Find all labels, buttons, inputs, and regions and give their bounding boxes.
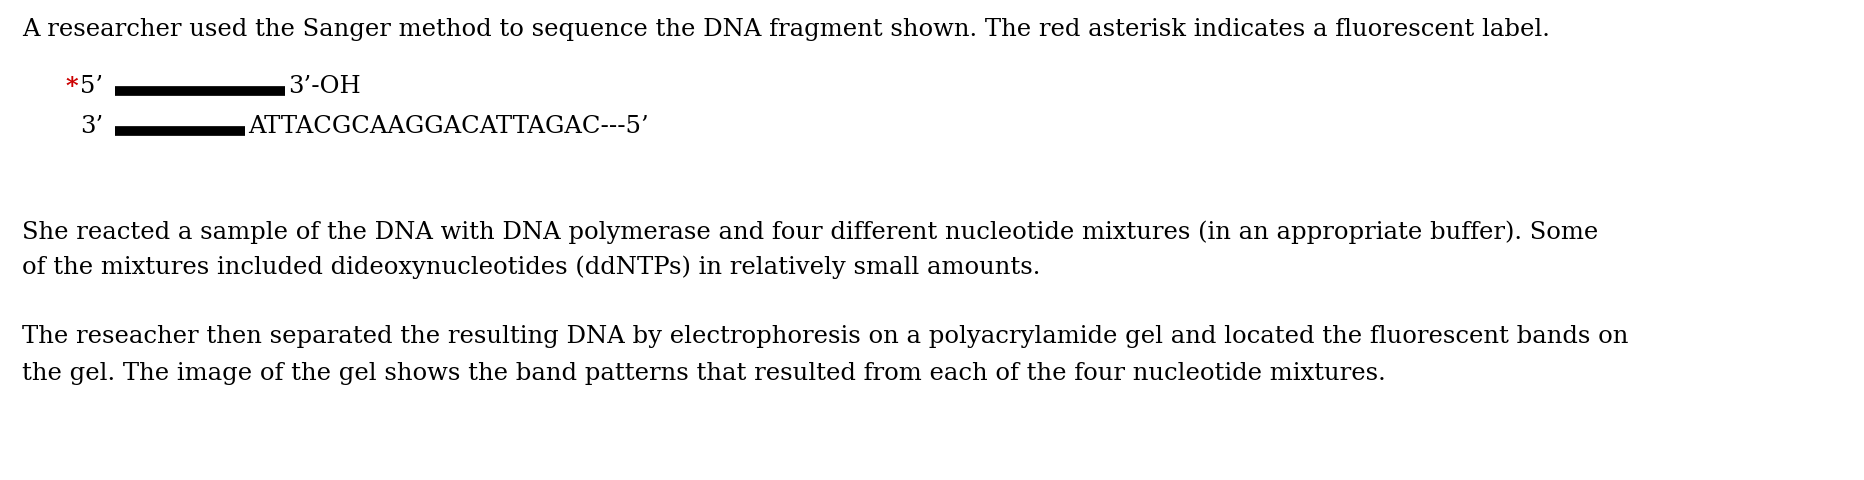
Text: *: * <box>65 75 78 99</box>
Text: of the mixtures included dideoxynucleotides (ddNTPs) in relatively small amounts: of the mixtures included dideoxynucleoti… <box>22 255 1040 278</box>
Text: The reseacher then separated the resulting DNA by electrophoresis on a polyacryl: The reseacher then separated the resulti… <box>22 325 1629 348</box>
Text: 5’: 5’ <box>80 75 103 98</box>
Text: 3’-OH: 3’-OH <box>289 75 362 98</box>
Text: ATTACGCAAGGACATTAGAC---5’: ATTACGCAAGGACATTAGAC---5’ <box>248 115 649 138</box>
Text: 3’: 3’ <box>80 115 103 138</box>
Text: the gel. The image of the gel shows the band patterns that resulted from each of: the gel. The image of the gel shows the … <box>22 362 1385 385</box>
Text: She reacted a sample of the DNA with DNA polymerase and four different nucleotid: She reacted a sample of the DNA with DNA… <box>22 220 1597 243</box>
Text: A researcher used the Sanger method to sequence the DNA fragment shown. The red : A researcher used the Sanger method to s… <box>22 18 1549 41</box>
